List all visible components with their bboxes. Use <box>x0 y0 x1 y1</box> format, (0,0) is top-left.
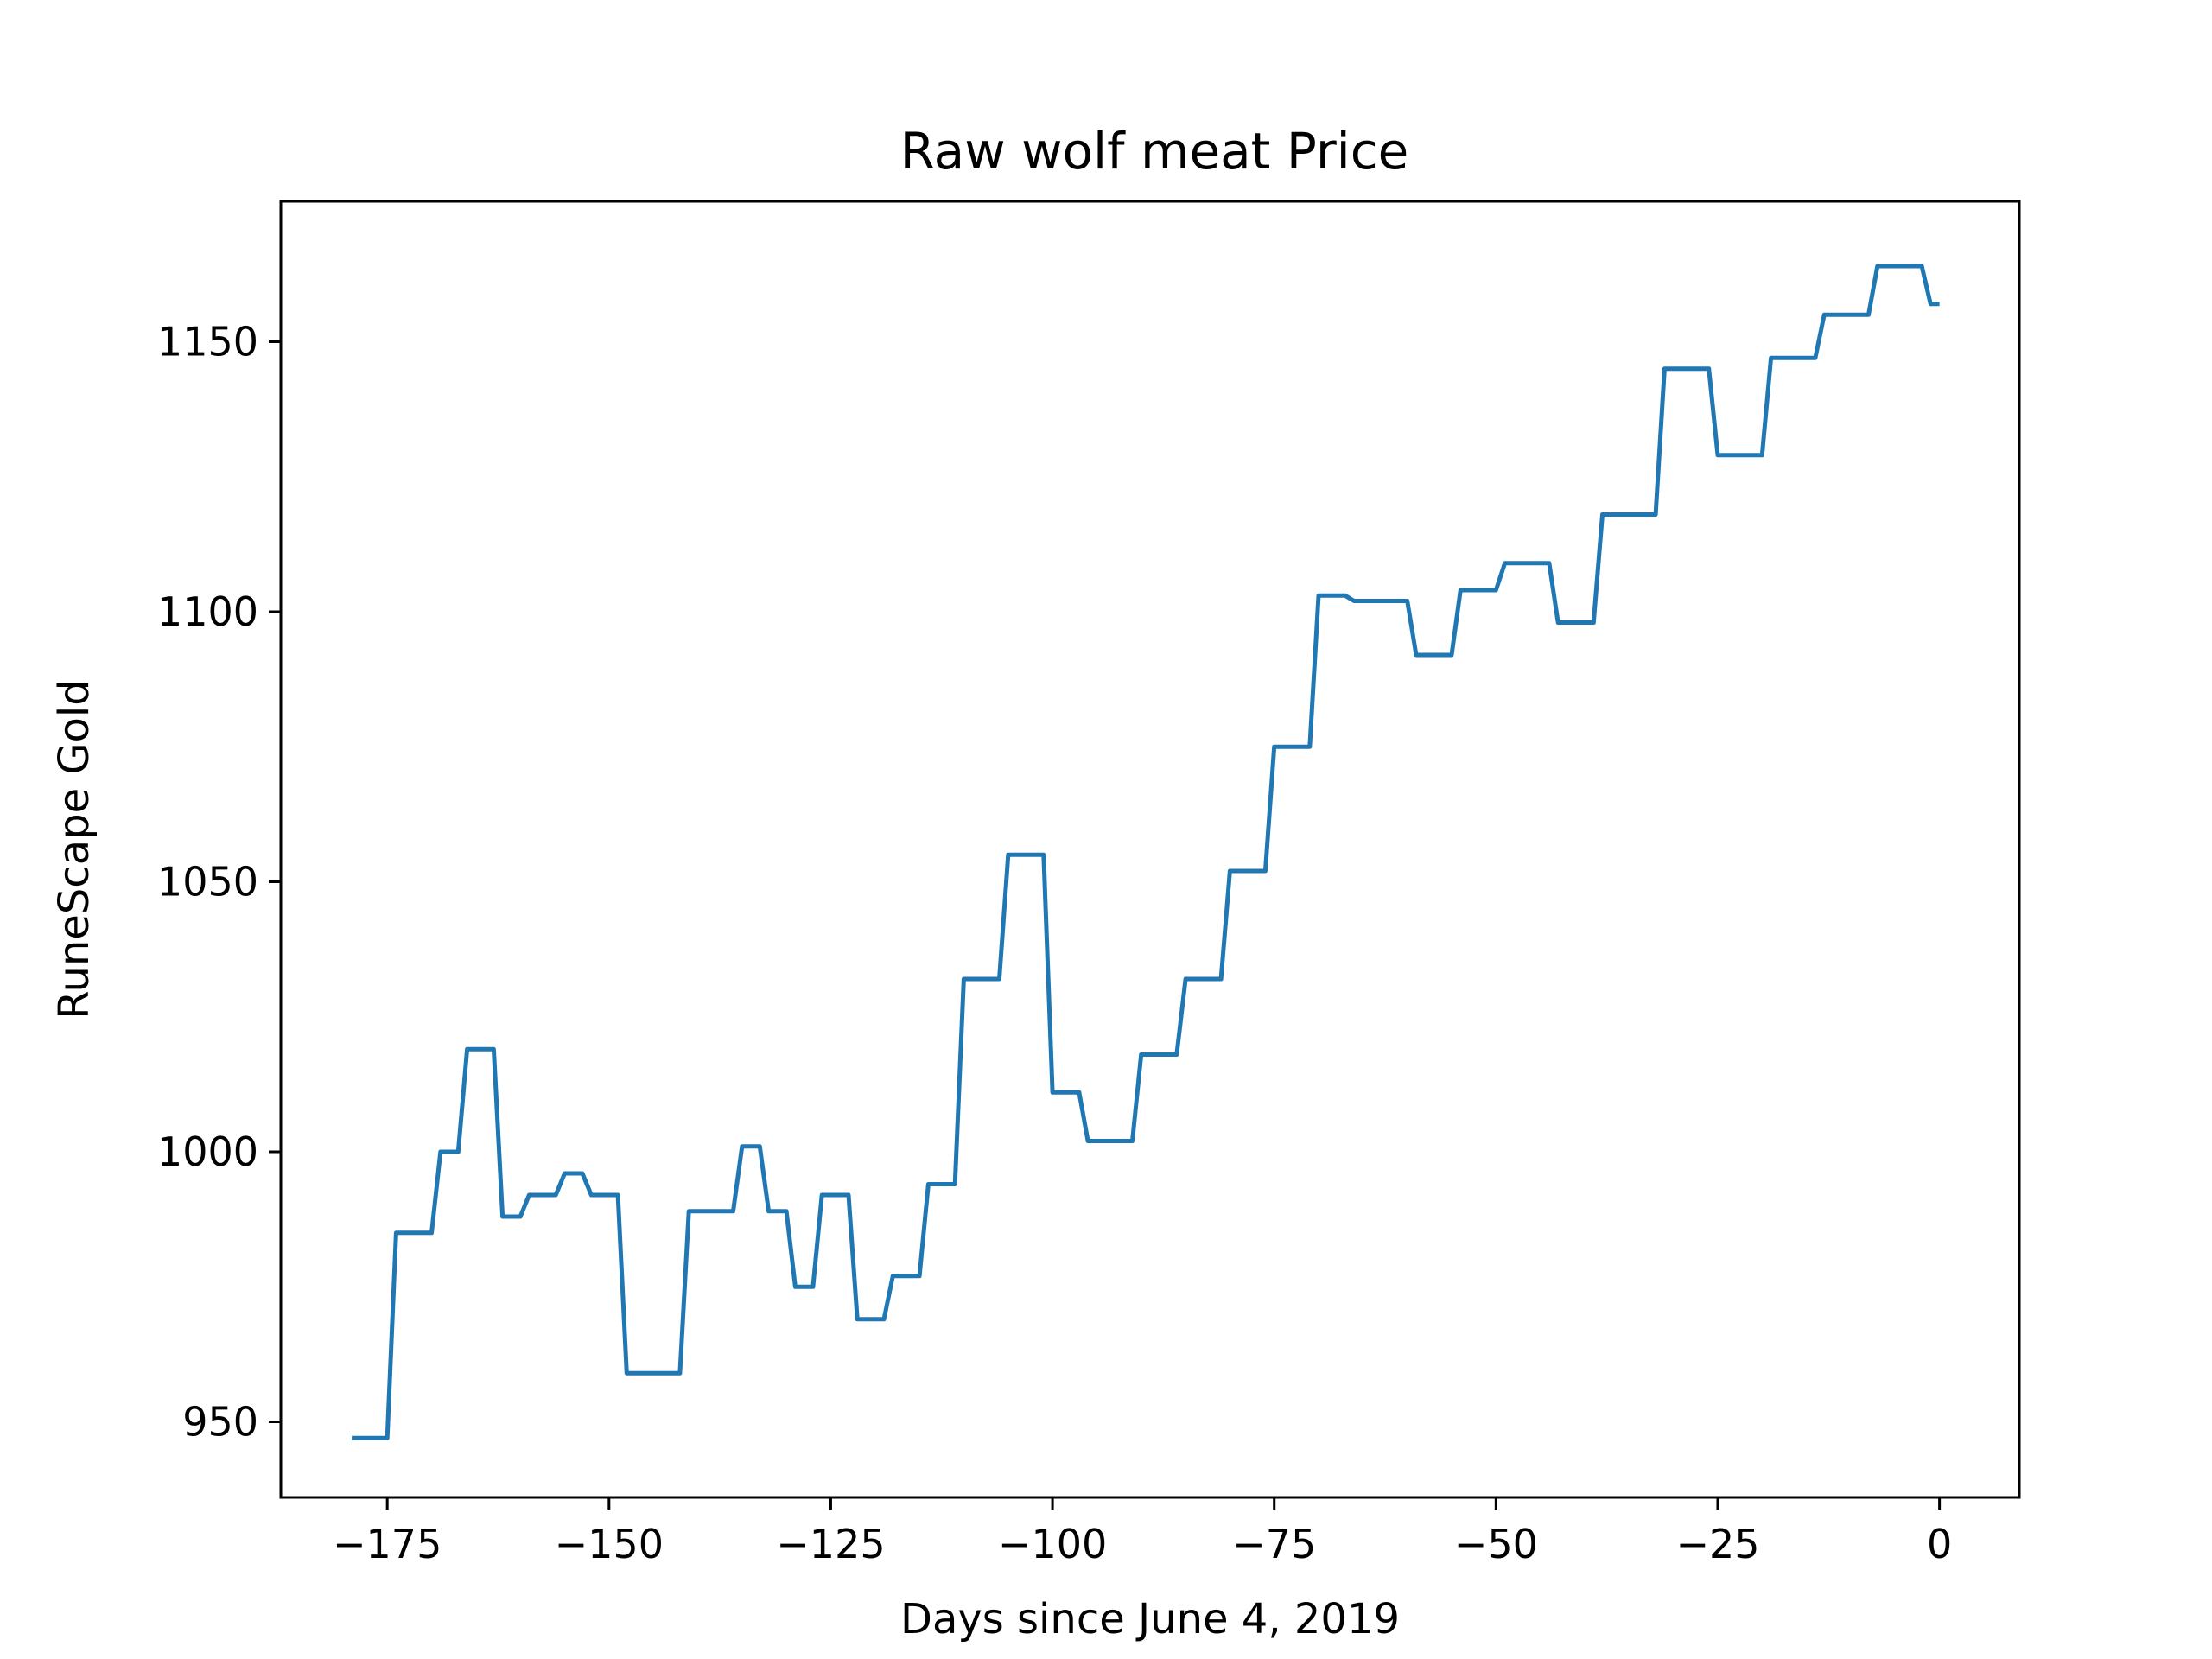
y-axis-label: RuneScape Gold <box>50 679 99 1019</box>
y-tick-label: 1100 <box>157 588 258 635</box>
x-axis-label: Days since June 4, 2019 <box>900 1595 1400 1643</box>
y-tick-label: 1150 <box>157 319 258 365</box>
x-tick-label: −50 <box>1454 1521 1538 1567</box>
x-tick-label: −100 <box>998 1521 1107 1567</box>
x-axis-ticks: −175 −150 −125 −100 −75 −50 −25 0 <box>333 1497 1952 1567</box>
x-tick-label: −25 <box>1675 1521 1759 1567</box>
chart-title: Raw wolf meat Price <box>900 122 1409 181</box>
x-tick-label: −75 <box>1232 1521 1316 1567</box>
x-tick-label: −125 <box>776 1521 885 1567</box>
series-layer <box>352 264 1940 1440</box>
x-tick-label: −150 <box>555 1521 664 1567</box>
y-tick-label: 1000 <box>157 1128 258 1175</box>
y-tick-label: 1050 <box>157 859 258 906</box>
x-tick-label: 0 <box>1927 1521 1952 1567</box>
plot-area-frame <box>279 200 2021 1499</box>
y-tick-label: 950 <box>182 1399 258 1446</box>
price-series-line <box>352 264 1940 1440</box>
y-axis-ticks: 950 1000 1050 1100 1150 <box>157 319 281 1446</box>
x-tick-label: −175 <box>333 1521 442 1567</box>
